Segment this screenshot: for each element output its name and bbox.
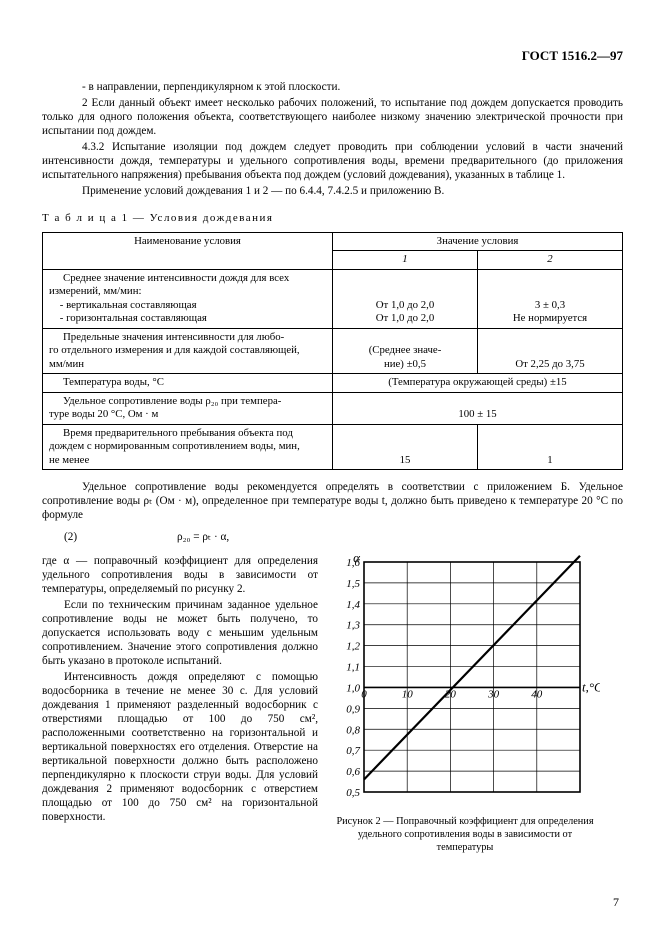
left-para-a: где α — поправочный коэффициент для опре…: [42, 554, 318, 596]
svg-text:10: 10: [402, 689, 414, 701]
left-para-b: Если по техническим причинам заданное уд…: [42, 598, 318, 668]
svg-text:α: α: [353, 554, 361, 565]
table-cell-param: Удельное сопротивление воды ρ₂₀ при темп…: [43, 392, 333, 424]
after-table-p1: Удельное сопротивление воды рекомендуетс…: [42, 480, 623, 522]
table-cell-v2: 3 ± 0,3Не нормируется: [478, 269, 623, 328]
table-cell-v1: От 1,0 до 2,0От 1,0 до 2,0: [333, 269, 478, 328]
svg-text:0,5: 0,5: [346, 787, 360, 799]
th-sub1: 1: [333, 251, 478, 269]
svg-text:1,1: 1,1: [346, 662, 360, 674]
svg-text:1,5: 1,5: [346, 578, 360, 590]
correction-coefficient-chart: 0102030400,50,60,70,80,91,01,11,21,31,41…: [330, 554, 600, 806]
svg-text:1,0: 1,0: [346, 683, 360, 695]
svg-text:30: 30: [487, 689, 500, 701]
table-cell-param: Предельные значения интенсивности для лю…: [43, 328, 333, 373]
svg-text:t,°C: t,°C: [582, 680, 600, 695]
formula: ρ₂₀ = ρₜ · α,: [77, 530, 623, 544]
table-row: Температура воды, °C(Температура окружаю…: [43, 374, 623, 392]
table-cell-param: Время предварительного пребывания объект…: [43, 424, 333, 469]
page-number: 7: [613, 895, 619, 910]
svg-text:0,6: 0,6: [346, 766, 360, 778]
intro-line-1: - в направлении, перпендикулярном к этой…: [42, 80, 623, 94]
svg-text:1,2: 1,2: [346, 641, 360, 653]
svg-text:0,7: 0,7: [346, 745, 360, 757]
intro-para-3: 4.3.2 Испытание изоляции под дождем след…: [42, 140, 623, 182]
table-row: Предельные значения интенсивности для лю…: [43, 328, 623, 373]
table-row: Среднее значение интенсивности дождя для…: [43, 269, 623, 328]
intro-para-2: 2 Если данный объект имеет несколько раб…: [42, 96, 623, 138]
svg-text:1,4: 1,4: [346, 599, 360, 611]
conditions-table: Наименование условия Значение условия 1 …: [42, 232, 623, 470]
table-row: Удельное сопротивление воды ρ₂₀ при темп…: [43, 392, 623, 424]
svg-text:1,3: 1,3: [346, 620, 360, 632]
table-cell-merged: 100 ± 15: [333, 392, 623, 424]
table-cell-merged: (Температура окружающей среды) ±15: [333, 374, 623, 392]
th-param: Наименование условия: [43, 233, 333, 270]
svg-text:0: 0: [361, 689, 367, 701]
table-cell-param: Среднее значение интенсивности дождя для…: [43, 269, 333, 328]
th-sub2: 2: [478, 251, 623, 269]
th-value: Значение условия: [333, 233, 623, 251]
document-header: ГОСТ 1516.2—97: [42, 48, 623, 64]
figure-caption: Рисунок 2 — Поправочный коэффициент для …: [330, 816, 600, 855]
table-cell-v2: 1: [478, 424, 623, 469]
table-cell-param: Температура воды, °C: [43, 374, 333, 392]
table-cell-v2: От 2,25 до 3,75: [478, 328, 623, 373]
svg-text:40: 40: [531, 689, 543, 701]
table-caption: Т а б л и ц а 1 — Условия дождевания: [42, 212, 623, 226]
intro-para-4: Применение условий дождевания 1 и 2 — по…: [42, 184, 623, 198]
svg-text:0,8: 0,8: [346, 725, 360, 737]
table-cell-v1: (Среднее значе-ние) ±0,5: [333, 328, 478, 373]
left-para-c: Интенсивность дождя определяют с помощью…: [42, 670, 318, 824]
table-cell-v1: 15: [333, 424, 478, 469]
svg-text:0,9: 0,9: [346, 704, 360, 716]
table-row: Время предварительного пребывания объект…: [43, 424, 623, 469]
equation-number: (2): [42, 530, 77, 544]
